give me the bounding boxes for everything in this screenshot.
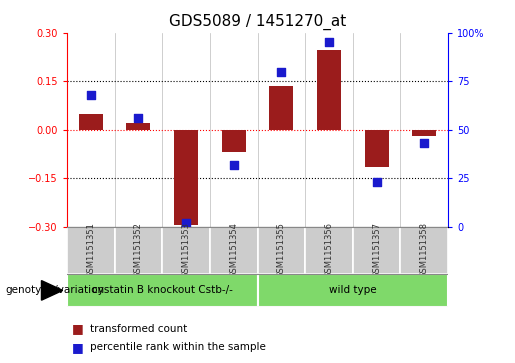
Text: percentile rank within the sample: percentile rank within the sample [90,342,266,352]
Text: ■: ■ [72,341,84,354]
Bar [269,86,293,130]
Bar [174,130,198,225]
Text: wild type: wild type [329,285,376,295]
Point [230,162,238,168]
Bar [353,227,401,274]
Text: cystatin B knockout Cstb-/-: cystatin B knockout Cstb-/- [92,285,233,295]
Bar [365,130,388,167]
Text: ■: ■ [72,322,84,335]
Bar [401,227,448,274]
Bar [258,274,448,307]
Point [277,69,285,74]
Point [134,115,143,121]
Bar [127,123,150,130]
Title: GDS5089 / 1451270_at: GDS5089 / 1451270_at [169,14,346,30]
Bar [67,227,115,274]
Text: transformed count: transformed count [90,323,187,334]
Text: GSM1151354: GSM1151354 [229,223,238,278]
Bar [162,227,210,274]
Bar [258,227,305,274]
Bar [317,50,341,130]
Bar [67,274,258,307]
Text: GSM1151355: GSM1151355 [277,223,286,278]
Text: GSM1151358: GSM1151358 [420,223,428,278]
Point [325,40,333,45]
Text: GSM1151352: GSM1151352 [134,223,143,278]
Point [87,92,95,98]
Polygon shape [42,281,63,300]
Bar [222,130,246,152]
Bar [79,114,102,130]
Text: GSM1151357: GSM1151357 [372,223,381,278]
Bar [305,227,353,274]
Point [372,179,381,185]
Text: GSM1151356: GSM1151356 [324,223,333,278]
Bar [114,227,162,274]
Bar [413,130,436,136]
Text: GSM1151353: GSM1151353 [182,223,191,278]
Bar [210,227,258,274]
Text: genotype/variation: genotype/variation [5,285,104,295]
Point [420,140,428,146]
Text: GSM1151351: GSM1151351 [87,223,95,278]
Point [182,220,190,226]
